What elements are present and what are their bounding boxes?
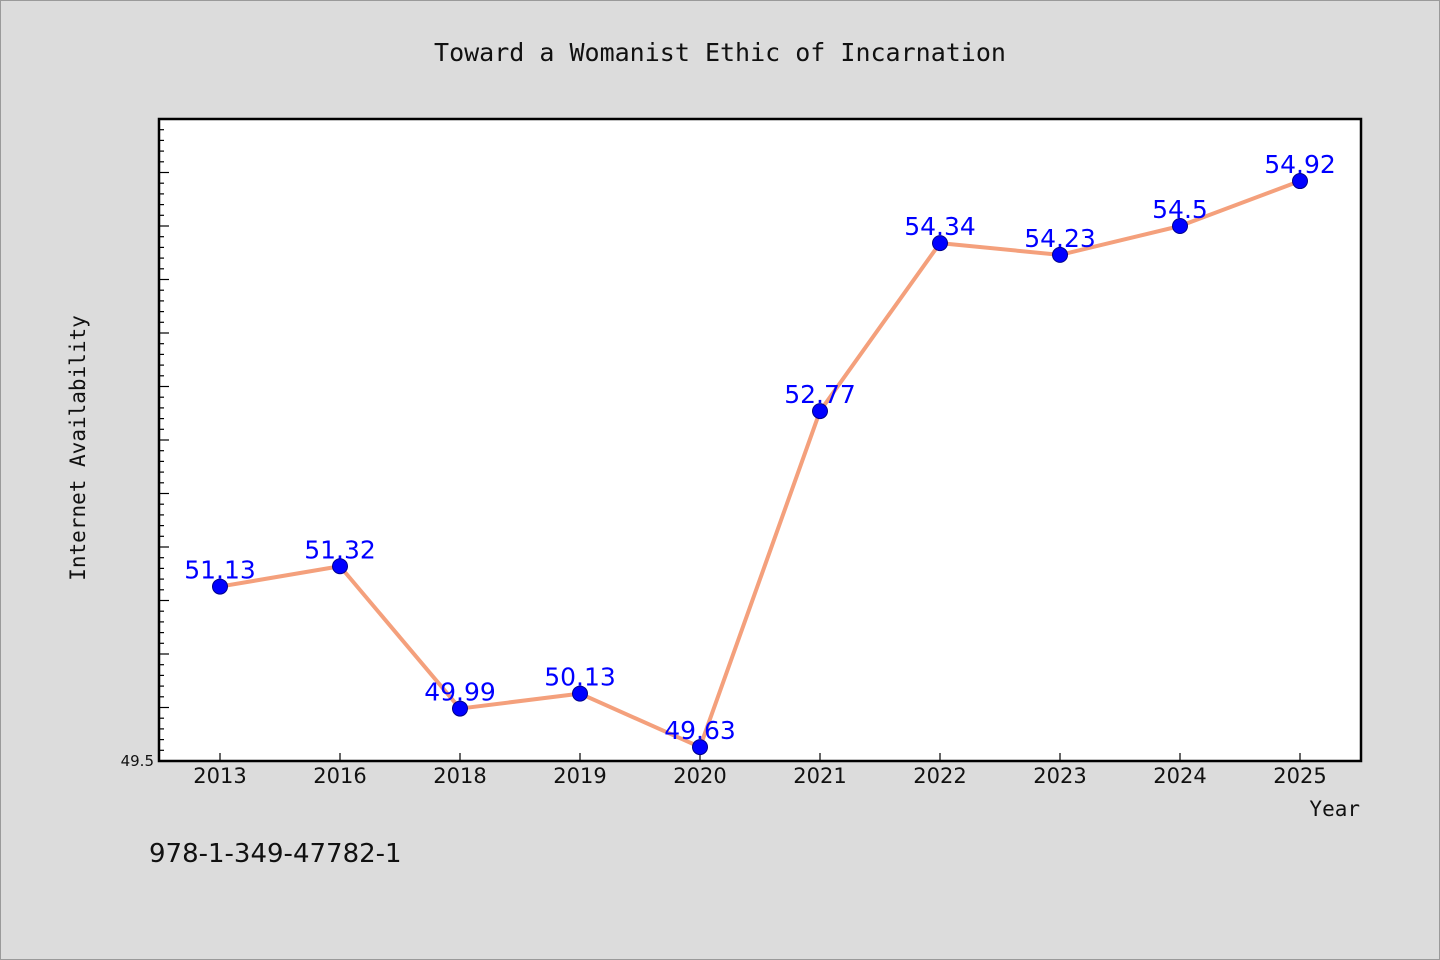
data-point (572, 685, 588, 702)
data-label: 54.5 (1152, 195, 1208, 224)
x-axis-tick-labels: 2013 2016 2018 2019 2020 2021 2022 2023 2024 2025 (193, 764, 1326, 788)
data-point (932, 235, 948, 252)
data-label: 54.34 (904, 212, 976, 241)
y-tick-label: 49.5 (121, 752, 154, 770)
data-point (1292, 173, 1308, 190)
x-tick-label: 2016 (313, 764, 366, 788)
data-label: 49.63 (664, 716, 736, 745)
data-label: 51.32 (304, 535, 376, 564)
data-label: 51.13 (184, 556, 256, 585)
data-point (692, 739, 708, 756)
x-tick-label: 2022 (913, 764, 966, 788)
data-label: 54.92 (1264, 150, 1336, 179)
data-point (1172, 218, 1188, 234)
y-axis-label: Internet Availability (66, 315, 90, 581)
x-axis-label: Year (1309, 797, 1360, 821)
data-label: 52.77 (784, 380, 856, 409)
x-tick-label: 2018 (433, 764, 486, 788)
data-label: 54.23 (1024, 224, 1096, 253)
chart-title: Toward a Womanist Ethic of Incarnation (434, 38, 1006, 67)
x-tick-label: 2020 (673, 764, 726, 788)
data-labels: 51.13 51.32 49.99 50.13 49.63 52.77 54.34 54.23… (184, 150, 1336, 745)
y-axis-ticks (159, 129, 169, 751)
data-point (452, 700, 468, 717)
x-tick-label: 2024 (1153, 764, 1206, 788)
x-tick-label: 2025 (1273, 764, 1326, 788)
data-label: 50.13 (544, 663, 616, 692)
series-line (218, 179, 1302, 750)
x-tick-label: 2023 (1033, 764, 1086, 788)
series-markers (212, 173, 1308, 756)
isbn-text: 978-1-349-47782-1 (149, 839, 402, 869)
plot-area (157, 117, 1363, 763)
data-point (332, 558, 348, 575)
data-point (812, 403, 828, 420)
x-tick-label: 2019 (553, 764, 606, 788)
data-point (1052, 246, 1068, 263)
data-label: 49.99 (424, 678, 496, 707)
x-tick-label: 2021 (793, 764, 846, 788)
y-axis-tick-labels: 49.5 (121, 752, 154, 770)
x-tick-label: 2013 (193, 764, 246, 788)
data-point (212, 578, 228, 595)
